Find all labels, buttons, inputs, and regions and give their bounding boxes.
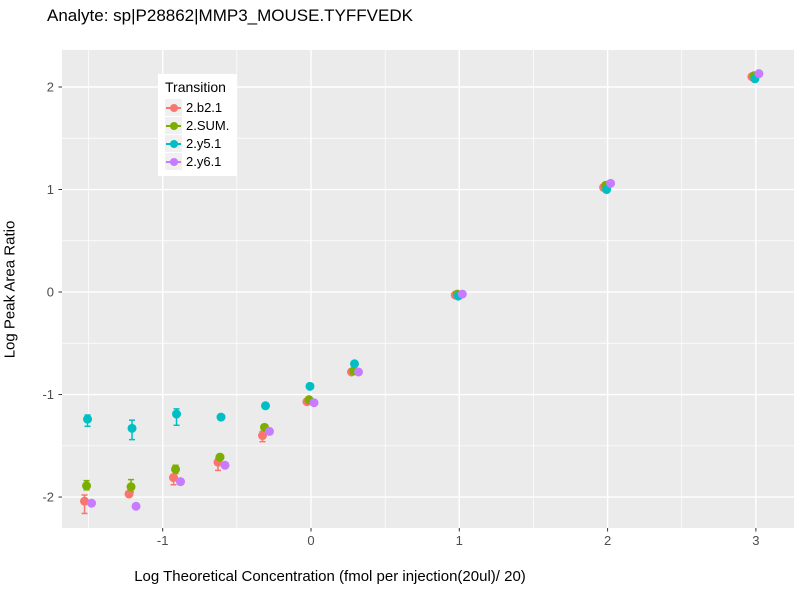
legend: Transition 2.b2.1 2.SUM. 2.y5.1 2.y6.1 xyxy=(158,74,238,176)
data-point-2.b2.1 xyxy=(124,489,134,499)
legend-key-dot xyxy=(169,103,178,112)
plot-title: Analyte: sp|P28862|MMP3_MOUSE.TYFFVEDK xyxy=(47,6,413,25)
y-axis-title: Log Peak Area Ratio xyxy=(1,220,19,359)
data-point-2.b2.1 xyxy=(169,473,179,483)
y-tick-label: -1 xyxy=(42,387,54,402)
legend-item-2.SUM.: 2.SUM. xyxy=(165,117,229,134)
data-point-2.y5.1 xyxy=(216,412,226,422)
data-point-2.y6.1 xyxy=(176,477,186,487)
data-point-2.y5.1 xyxy=(172,409,182,419)
legend-item-label: 2.y6.1 xyxy=(186,154,222,169)
x-tick-label: 3 xyxy=(752,533,759,548)
legend-item-label: 2.y5.1 xyxy=(186,136,222,151)
legend-title: Transition xyxy=(165,79,226,95)
data-point-2.y5.1 xyxy=(305,381,315,391)
legend-item-2.b2.1: 2.b2.1 xyxy=(165,99,229,116)
legend-key-icon xyxy=(165,117,182,134)
legend-item-2.y6.1: 2.y6.1 xyxy=(165,153,229,170)
x-tick-label: 1 xyxy=(456,533,463,548)
data-point-2.y6.1 xyxy=(265,426,275,436)
data-point-2.y5.1 xyxy=(83,414,93,424)
data-point-2.b2.1 xyxy=(258,431,268,441)
x-tick-label: 0 xyxy=(307,533,314,548)
data-point-2.y6.1 xyxy=(606,178,616,188)
data-point-2.y6.1 xyxy=(457,289,467,299)
y-tick-label: -2 xyxy=(42,490,54,505)
legend-item-label: 2.b2.1 xyxy=(186,100,223,115)
x-axis-title: Log Theoretical Concentration (fmol per … xyxy=(134,568,526,585)
data-point-2.y6.1 xyxy=(131,501,141,511)
legend-key-dot xyxy=(169,139,178,148)
legend-items: 2.b2.1 2.SUM. 2.y5.1 2.y6.1 xyxy=(165,99,229,170)
data-point-2.y6.1 xyxy=(220,460,230,470)
data-point-2.SUM. xyxy=(215,452,225,462)
data-point-2.y6.1 xyxy=(754,69,764,79)
x-tick-label: -1 xyxy=(157,533,169,548)
x-tick-label: 2 xyxy=(604,533,611,548)
data-point-2.SUM. xyxy=(126,482,136,492)
legend-key-dot xyxy=(169,157,178,166)
data-point-2.y5.1 xyxy=(127,423,137,433)
legend-item-2.y5.1: 2.y5.1 xyxy=(165,135,229,152)
data-point-2.y6.1 xyxy=(87,498,97,508)
legend-key-icon xyxy=(165,153,182,170)
legend-item-label: 2.SUM. xyxy=(186,118,230,133)
data-point-2.y6.1 xyxy=(353,367,363,377)
data-point-2.y5.1 xyxy=(349,359,359,369)
legend-key-dot xyxy=(169,121,178,130)
data-point-2.SUM. xyxy=(171,464,181,474)
legend-key-icon xyxy=(165,135,182,152)
data-point-2.SUM. xyxy=(82,481,92,491)
y-tick-label: 1 xyxy=(47,182,54,197)
y-tick-label: 2 xyxy=(47,80,54,95)
legend-key-icon xyxy=(165,99,182,116)
y-tick-label: 0 xyxy=(47,285,54,300)
data-point-2.y6.1 xyxy=(309,398,319,408)
data-point-2.b2.1 xyxy=(80,496,90,506)
data-point-2.y5.1 xyxy=(261,401,271,411)
